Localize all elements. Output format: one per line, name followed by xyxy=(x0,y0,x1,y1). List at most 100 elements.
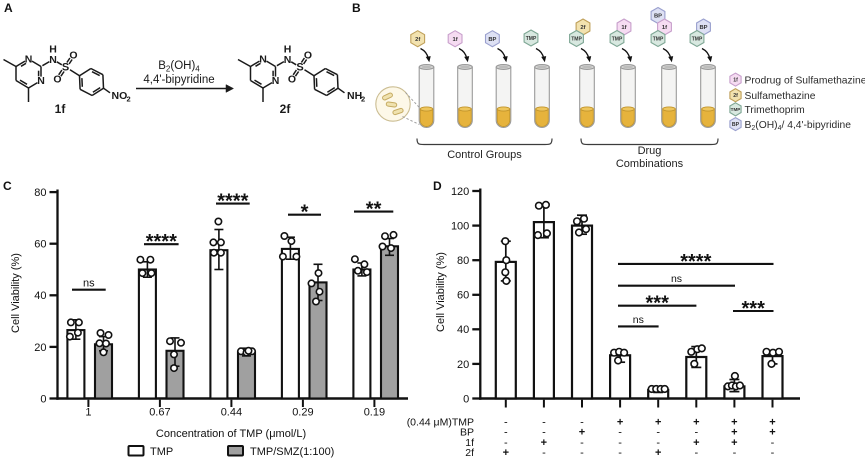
svg-text:-: - xyxy=(504,417,508,429)
svg-text:N: N xyxy=(25,54,33,66)
svg-text:Cell Viability (%): Cell Viability (%) xyxy=(10,253,22,333)
svg-text:Concentration of TMP (μmol/L): Concentration of TMP (μmol/L) xyxy=(156,428,306,440)
svg-text:N: N xyxy=(49,54,57,66)
svg-text:+: + xyxy=(617,417,623,429)
svg-text:1f: 1f xyxy=(465,437,474,449)
svg-text:40: 40 xyxy=(34,290,46,302)
svg-text:S: S xyxy=(62,62,69,74)
svg-text:100: 100 xyxy=(451,221,469,233)
svg-text:TMP: TMP xyxy=(526,36,537,42)
svg-text:2f: 2f xyxy=(733,93,738,99)
svg-text:(0.44 μM)TMP: (0.44 μM)TMP xyxy=(407,417,474,429)
svg-text:+: + xyxy=(769,417,775,429)
svg-text:2f: 2f xyxy=(415,37,420,43)
svg-text:N: N xyxy=(284,54,292,66)
svg-text:ns: ns xyxy=(671,273,682,285)
svg-text:-: - xyxy=(580,437,584,449)
svg-text:TMP: TMP xyxy=(653,36,664,42)
svg-text:-: - xyxy=(694,447,698,459)
svg-text:TMP: TMP xyxy=(731,107,741,112)
svg-text:Cell Viability (%): Cell Viability (%) xyxy=(435,252,447,332)
svg-text:1: 1 xyxy=(85,407,91,419)
svg-text:2f: 2f xyxy=(280,102,292,116)
svg-text:-: - xyxy=(542,417,546,429)
svg-text:B2(OH)4: B2(OH)4 xyxy=(158,60,200,74)
svg-text:A: A xyxy=(4,1,13,15)
svg-text:0.29: 0.29 xyxy=(292,407,313,419)
svg-text:20: 20 xyxy=(34,342,46,354)
svg-text:****: **** xyxy=(217,191,248,213)
svg-text:0.44: 0.44 xyxy=(221,407,242,419)
svg-text:+: + xyxy=(503,447,509,459)
svg-text:-: - xyxy=(618,447,622,459)
svg-text:*: * xyxy=(301,202,309,224)
svg-text:-: - xyxy=(694,427,698,439)
svg-text:NO: NO xyxy=(112,90,128,102)
svg-text:O: O xyxy=(69,49,77,61)
svg-text:Drug: Drug xyxy=(638,145,662,157)
svg-text:O: O xyxy=(53,73,61,85)
svg-text:D: D xyxy=(433,179,442,193)
svg-text:+: + xyxy=(541,437,547,449)
svg-text:60: 60 xyxy=(457,290,469,302)
svg-text:O: O xyxy=(288,73,296,85)
svg-text:1f: 1f xyxy=(662,25,667,31)
svg-text:80: 80 xyxy=(34,187,46,199)
svg-text:2f: 2f xyxy=(580,25,585,31)
svg-text:2: 2 xyxy=(127,94,131,103)
svg-text:BP: BP xyxy=(654,14,662,20)
svg-text:N: N xyxy=(259,54,267,66)
svg-text:1f: 1f xyxy=(453,37,458,43)
svg-text:TMP: TMP xyxy=(571,36,582,42)
svg-text:-: - xyxy=(733,447,737,459)
svg-text:Combinations: Combinations xyxy=(616,158,684,170)
svg-text:C: C xyxy=(3,179,12,193)
svg-text:H: H xyxy=(49,44,57,56)
svg-text:O: O xyxy=(304,49,312,61)
svg-text:BP: BP xyxy=(460,427,474,439)
svg-text:B2(OH)4/ 4,4'-bipyridine: B2(OH)4/ 4,4'-bipyridine xyxy=(745,120,852,132)
svg-text:-: - xyxy=(580,447,584,459)
svg-text:+: + xyxy=(731,427,737,439)
svg-text:TMP/SMZ(1:100): TMP/SMZ(1:100) xyxy=(250,446,334,458)
svg-text:+: + xyxy=(655,447,661,459)
svg-text:0.67: 0.67 xyxy=(149,407,170,419)
svg-text:-: - xyxy=(771,447,775,459)
svg-text:1f: 1f xyxy=(733,78,738,84)
svg-text:-: - xyxy=(580,417,584,429)
svg-text:+: + xyxy=(693,437,699,449)
svg-text:2f: 2f xyxy=(465,447,474,459)
svg-text:0: 0 xyxy=(40,393,46,405)
svg-text:**: ** xyxy=(366,199,382,221)
svg-text:+: + xyxy=(655,417,661,429)
svg-text:120: 120 xyxy=(451,186,469,198)
svg-text:-: - xyxy=(542,447,546,459)
svg-text:TMP: TMP xyxy=(150,446,173,458)
svg-text:-: - xyxy=(656,437,660,449)
svg-text:20: 20 xyxy=(457,359,469,371)
svg-text:N: N xyxy=(272,75,280,87)
svg-text:60: 60 xyxy=(34,239,46,251)
svg-text:-: - xyxy=(618,437,622,449)
svg-text:-: - xyxy=(504,437,508,449)
svg-text:+: + xyxy=(731,417,737,429)
svg-text:Control Groups: Control Groups xyxy=(447,149,522,161)
svg-text:+: + xyxy=(731,437,737,449)
svg-text:-: - xyxy=(504,427,508,439)
svg-text:1f: 1f xyxy=(55,102,67,116)
svg-text:TMP: TMP xyxy=(612,36,623,42)
svg-text:****: **** xyxy=(146,231,177,253)
svg-text:B: B xyxy=(352,1,361,15)
svg-text:40: 40 xyxy=(457,324,469,336)
svg-text:0: 0 xyxy=(463,393,469,405)
svg-text:TMP: TMP xyxy=(692,36,703,42)
svg-text:2: 2 xyxy=(361,94,365,103)
svg-text:NH: NH xyxy=(347,90,362,102)
svg-text:Sulfamethazine: Sulfamethazine xyxy=(745,91,816,102)
svg-text:-: - xyxy=(618,427,622,439)
svg-text:80: 80 xyxy=(457,255,469,267)
svg-text:-: - xyxy=(771,437,775,449)
svg-text:N: N xyxy=(37,75,45,87)
svg-text:***: *** xyxy=(742,298,766,320)
svg-text:BP: BP xyxy=(488,37,496,43)
